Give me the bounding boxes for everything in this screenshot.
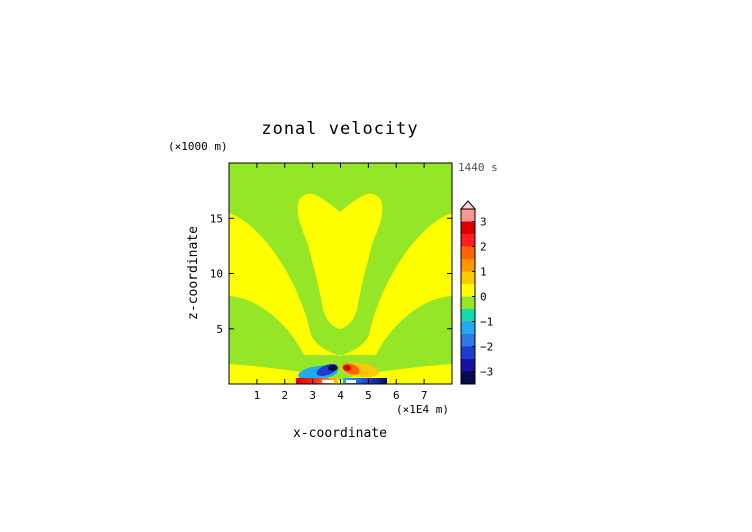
colorbar-tick-label: −2	[480, 341, 493, 354]
field-surface-strip	[343, 378, 387, 384]
x-tick-label: 5	[365, 389, 372, 402]
colorbar-swatch	[461, 371, 475, 384]
colorbar-swatch	[461, 209, 475, 222]
colorbar-swatch	[461, 271, 475, 284]
field-surface-core	[322, 380, 334, 383]
time-label: 1440 s	[458, 161, 498, 174]
x-axis-label: x-coordinate	[293, 426, 387, 441]
colorbar-tick-label: 2	[480, 241, 487, 254]
colorbar-tick-label: 3	[480, 216, 487, 229]
colorbar-swatch	[461, 259, 475, 272]
colorbar-swatch	[461, 346, 475, 359]
y-tick-label: 10	[210, 268, 223, 281]
field-plot	[229, 163, 452, 384]
colorbar-tick-label: 0	[480, 291, 487, 304]
colorbar-swatch	[461, 309, 475, 322]
x-tick-label: 7	[421, 389, 428, 402]
field-positive-band	[229, 213, 452, 356]
colorbar-tick-label: −3	[480, 366, 493, 379]
x-axis: 1 2 3 4 5 6 7	[254, 163, 428, 402]
colorbar-swatch	[461, 246, 475, 259]
x-tick-label: 3	[309, 389, 316, 402]
colorbar-swatch	[461, 321, 475, 334]
x-unit-label: (×1E4 m)	[396, 403, 449, 416]
x-tick-label: 6	[393, 389, 400, 402]
colorbar-swatch	[461, 359, 475, 372]
colorbar-tick-label: 1	[480, 266, 487, 279]
x-tick-label: 4	[337, 389, 344, 402]
field-surface-core	[346, 380, 356, 383]
colorbar-swatch	[461, 296, 475, 309]
colorbar-swatch	[461, 221, 475, 234]
y-axis-label: z-coordinate	[186, 226, 201, 320]
colorbar-swatch	[461, 334, 475, 347]
colorbar-swatch	[461, 284, 475, 297]
field-positive-band	[297, 163, 383, 329]
colorbar-swatch	[461, 234, 475, 247]
field-surface-strip	[296, 378, 338, 384]
y-unit-label: (×1000 m)	[168, 140, 228, 153]
x-tick-label: 2	[281, 389, 288, 402]
colorbar-extension	[459, 200, 477, 210]
colorbar: −3 −2 −1 0 1 2 3	[459, 200, 493, 385]
x-tick-label: 1	[254, 389, 261, 402]
y-axis: 5 10 15	[210, 212, 452, 336]
y-tick-label: 15	[210, 212, 223, 225]
colorbar-tick-label: −1	[480, 316, 493, 329]
field-negative-lobe	[328, 365, 338, 371]
field-positive-lobe	[343, 365, 351, 371]
y-tick-label: 5	[216, 323, 223, 336]
chart-title: zonal velocity	[261, 119, 418, 139]
